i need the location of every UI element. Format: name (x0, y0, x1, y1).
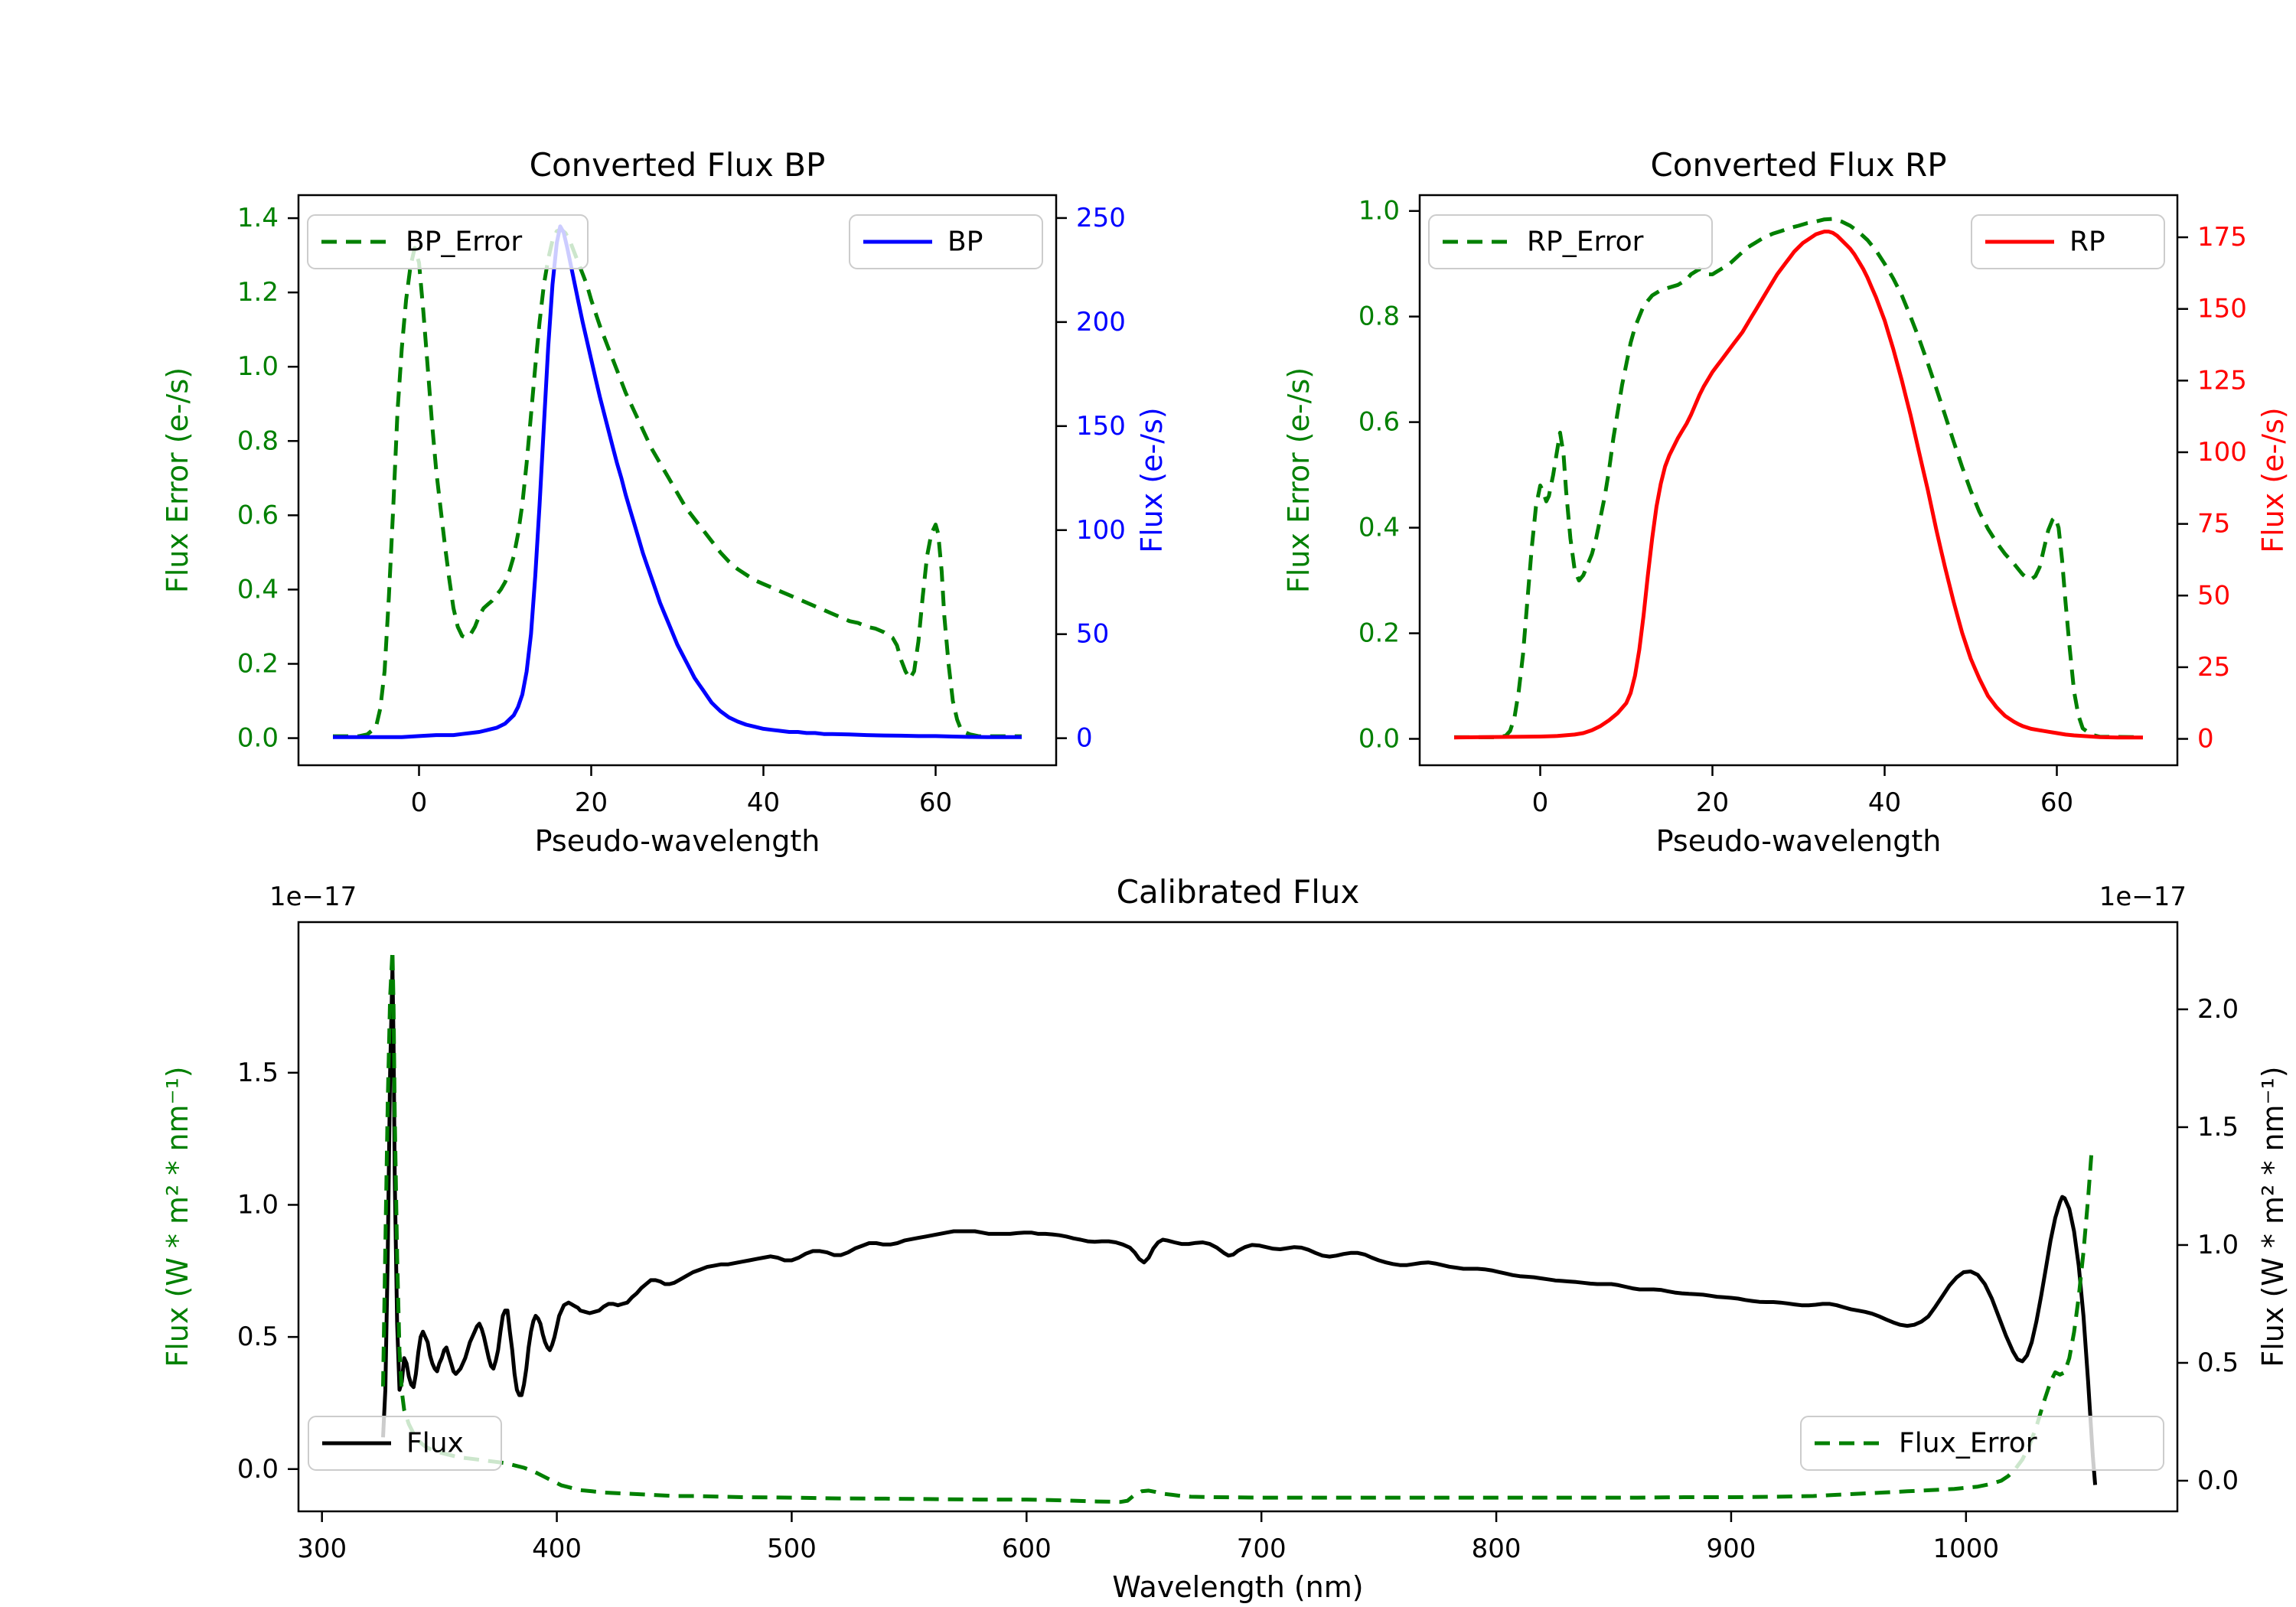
x-tick-label: 1000 (1933, 1534, 2000, 1564)
left-y-tick-label: 0.2 (237, 649, 279, 680)
right-y-tick-label: 1.5 (2197, 1112, 2239, 1143)
left-y-tick-label: 1.5 (237, 1058, 279, 1088)
converted-flux-rp: 0 20 40 60 0.0 0.2 0.4 0.6 0.8 1.0 Flux Error (e-/… (1282, 146, 2290, 858)
legend-Flux: Flux (308, 1416, 502, 1471)
legend-label: Flux (406, 1428, 464, 1459)
x-axis-label: Wavelength (nm) (1112, 1570, 1363, 1604)
right-y-tick-label: 100 (2197, 437, 2247, 468)
right-y-tick-label: 175 (2197, 222, 2247, 253)
legend-box (1971, 214, 2165, 269)
right-y-tick-label: 0.5 (2197, 1348, 2239, 1378)
right-y-tick-label: 1.0 (2197, 1230, 2239, 1260)
series-BP_Error (333, 227, 1022, 738)
left-y-tick-label: 0.4 (1358, 513, 1400, 543)
legend-label: Flux_Error (1899, 1428, 2037, 1459)
axes-frame (1418, 194, 2179, 767)
x-tick-label: 0 (411, 787, 428, 818)
series-BP (333, 224, 1022, 739)
x-tick-label: 500 (767, 1534, 817, 1564)
legend-label: RP_Error (1527, 227, 1644, 258)
legend-BP_Error: BP_Error (307, 214, 589, 269)
series-RP (1453, 230, 2143, 740)
legend-label: BP (947, 227, 983, 258)
legend-box (307, 214, 589, 269)
right-y-tick-label: 0 (2197, 724, 2214, 755)
series-RP_Error (1454, 217, 2144, 739)
x-axis-label: Pseudo-wavelength (1656, 824, 1942, 858)
right-y-tick-label: 50 (2197, 580, 2230, 611)
x-tick-label: 900 (1706, 1534, 1756, 1564)
left-y-tick-label: 0.6 (1358, 407, 1400, 438)
legend-box (1428, 214, 1713, 269)
legend-RP: RP (1971, 214, 2165, 269)
x-tick-label: 20 (575, 787, 608, 818)
left-offset-text: 1e−17 (269, 882, 357, 912)
right-axis-label: Flux (W * m² * nm⁻¹) (2256, 1066, 2290, 1367)
axes-frame (297, 194, 1058, 767)
chart-title: Converted Flux RP (1650, 146, 1946, 184)
right-y-tick-label: 75 (2197, 509, 2230, 539)
x-tick-label: 40 (1868, 787, 1901, 818)
right-y-tick-label: 150 (1076, 411, 1126, 442)
legend-label: BP_Error (406, 227, 522, 258)
x-tick-label: 40 (747, 787, 780, 818)
right-y-tick-label: 150 (2197, 294, 2247, 324)
left-y-tick-label: 1.4 (237, 203, 279, 233)
x-tick-label: 0 (1532, 787, 1549, 818)
left-y-tick-label: 0.0 (1358, 724, 1400, 755)
x-axis-label: Pseudo-wavelength (535, 824, 820, 858)
x-tick-label: 700 (1237, 1534, 1287, 1564)
right-y-tick-label: 0 (1076, 723, 1093, 754)
left-y-tick-label: 0.6 (237, 500, 279, 530)
left-y-tick-label: 0.2 (1358, 618, 1400, 649)
legend-label: RP (2069, 227, 2105, 258)
legend-box (849, 214, 1043, 269)
right-y-tick-label: 125 (2197, 365, 2247, 396)
right-y-tick-label: 2.0 (2197, 994, 2239, 1025)
axes-frame (297, 921, 2179, 1513)
left-y-tick-label: 0.8 (1358, 302, 1400, 332)
right-y-tick-label: 25 (2197, 652, 2230, 683)
left-y-tick-label: 1.0 (237, 1189, 279, 1220)
x-tick-label: 20 (1696, 787, 1729, 818)
left-y-tick-label: 0.5 (237, 1322, 279, 1352)
left-y-tick-label: 0.8 (237, 425, 279, 456)
x-tick-label: 400 (532, 1534, 582, 1564)
left-y-tick-label: 1.0 (1358, 196, 1400, 227)
right-axis-label: Flux (e-/s) (2256, 407, 2290, 553)
chart-title: Calibrated Flux (1117, 873, 1360, 911)
left-y-tick-label: 0.4 (237, 574, 279, 605)
left-y-tick-label: 1.0 (237, 351, 279, 382)
x-tick-label: 800 (1472, 1534, 1521, 1564)
x-tick-label: 600 (1002, 1534, 1052, 1564)
x-tick-label: 60 (919, 787, 952, 818)
legend-BP: BP (849, 214, 1043, 269)
right-y-tick-label: 50 (1076, 619, 1109, 650)
calibrated-flux: 300 400 500 600 700 800 900 1000 0.0 0.5 1.0 1.5 Flu… (161, 873, 2290, 1604)
converted-flux-bp: 0 20 40 60 0.0 0.2 0.4 0.6 0.8 1.0 1.2 1.4 Flux Erro… (161, 146, 1169, 858)
chart-title: Converted Flux BP (530, 146, 826, 184)
left-axis-label: Flux Error (e-/s) (161, 367, 194, 593)
right-y-tick-label: 100 (1076, 515, 1126, 546)
right-y-tick-label: 200 (1076, 307, 1126, 337)
series-Flux (381, 965, 2098, 1485)
legend-Flux_Error: Flux_Error (1800, 1416, 2164, 1471)
x-tick-label: 300 (297, 1534, 347, 1564)
right-y-tick-label: 0.0 (2197, 1465, 2239, 1496)
legend-box (308, 1416, 502, 1471)
legend-box (1800, 1416, 2164, 1471)
right-offset-text: 1e−17 (2099, 882, 2187, 912)
x-tick-label: 60 (2040, 787, 2073, 818)
left-y-tick-label: 0.0 (237, 723, 279, 754)
right-y-tick-label: 250 (1076, 203, 1126, 233)
left-y-tick-label: 1.2 (237, 277, 279, 308)
left-axis-label: Flux Error (e-/s) (1282, 367, 1316, 593)
right-axis-label: Flux (e-/s) (1135, 407, 1169, 553)
left-y-tick-label: 0.0 (237, 1454, 279, 1485)
legend-RP_Error: RP_Error (1428, 214, 1713, 269)
left-axis-label: Flux (W * m² * nm⁻¹) (161, 1066, 194, 1367)
